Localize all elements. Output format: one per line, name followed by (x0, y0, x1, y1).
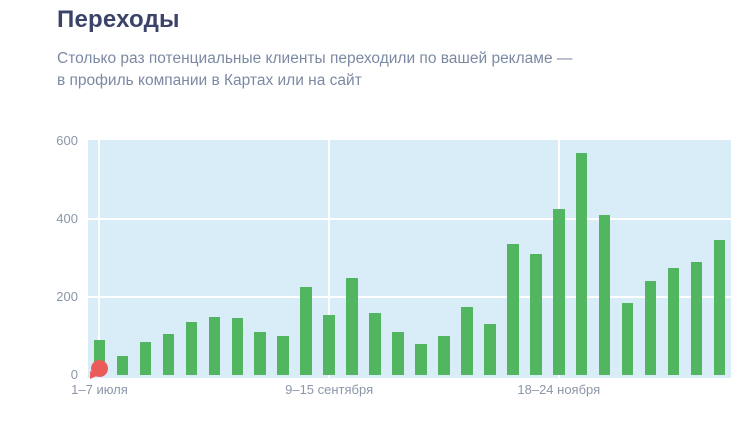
vgridline-week-1 (98, 140, 101, 378)
hgridline-200 (88, 296, 731, 298)
y-tick-label-0: 0 (70, 367, 78, 382)
bar-week-1[interactable] (93, 339, 106, 375)
bar-week-2[interactable] (116, 355, 129, 375)
bar-week-5[interactable] (185, 322, 198, 375)
bar-week-6[interactable] (208, 316, 221, 375)
bar-week-13[interactable] (369, 312, 381, 375)
bar-week-22[interactable] (575, 152, 588, 375)
bar-week-24[interactable] (621, 302, 634, 375)
bar-week-7[interactable] (231, 318, 244, 375)
bar-week-27[interactable] (690, 261, 703, 375)
red-balloon-marker-icon[interactable] (90, 360, 108, 377)
bar-week-15[interactable] (415, 343, 427, 375)
bar-week-10[interactable] (300, 287, 312, 375)
bar-week-23[interactable] (598, 215, 611, 375)
bar-week-16[interactable] (438, 336, 450, 375)
y-tick-label-400: 400 (56, 211, 78, 226)
bar-week-11[interactable] (323, 314, 335, 375)
bar-week-4[interactable] (162, 334, 175, 375)
y-tick-label-200: 200 (56, 289, 78, 304)
page-title: Переходы (57, 6, 180, 33)
bar-week-28[interactable] (713, 240, 726, 375)
x-tick-label-11: 9–15 сентября (285, 382, 374, 397)
transitions-chart: 0 200 400 600 1–7 июля 9–15 сентября 18–24 но… (0, 133, 754, 410)
bar-week-21[interactable] (553, 209, 565, 375)
bar-week-20[interactable] (530, 254, 542, 375)
chart-subtitle-line1: Столько раз потенциальные клиенты перехо… (57, 50, 573, 67)
x-tick-label-1: 1–7 июля (71, 382, 128, 397)
bar-week-25[interactable] (644, 281, 657, 375)
bar-week-18[interactable] (484, 324, 496, 375)
bar-week-17[interactable] (461, 306, 473, 375)
bar-week-3[interactable] (139, 341, 152, 375)
chart-subtitle: Столько раз потенциальные клиенты перехо… (57, 48, 572, 91)
bar-week-26[interactable] (667, 267, 680, 375)
bar-week-9[interactable] (277, 336, 289, 375)
x-tick-label-21: 18–24 ноября (517, 382, 601, 397)
bar-week-12[interactable] (346, 277, 358, 375)
vgridline-week-11 (328, 140, 331, 378)
bar-week-8[interactable] (254, 332, 266, 375)
y-tick-label-600: 600 (56, 133, 78, 148)
plot-area (88, 140, 731, 378)
bar-week-14[interactable] (392, 332, 404, 375)
bar-week-19[interactable] (507, 244, 519, 375)
hgridline-400 (88, 218, 731, 220)
chart-subtitle-line2: в профиль компании в Картах или на сайт (57, 71, 362, 89)
